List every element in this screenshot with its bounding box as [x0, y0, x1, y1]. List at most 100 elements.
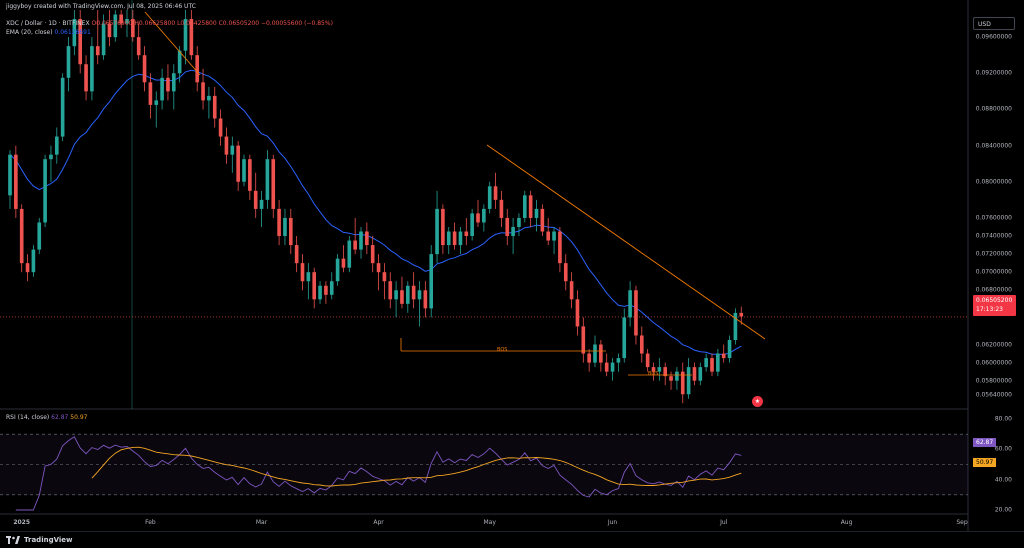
candle	[417, 281, 422, 327]
candle-body	[680, 371, 685, 395]
candle-body	[470, 213, 474, 237]
candle	[675, 367, 679, 390]
candle	[657, 358, 662, 381]
candle	[476, 199, 480, 227]
rsi-tick-label: 60.00	[994, 445, 1012, 453]
candle-body	[739, 312, 744, 317]
candle-body	[142, 55, 147, 83]
price-tick-label: 0.09600000	[975, 33, 1012, 41]
candle	[528, 190, 533, 227]
time-tick-label: Sep	[956, 519, 968, 526]
candle-body	[540, 208, 545, 232]
created-by-text: jiggyboy created with TradingView.com, J…	[6, 3, 196, 10]
candle	[733, 308, 738, 345]
candle-body	[628, 290, 632, 318]
candle-body	[195, 55, 200, 83]
candle	[441, 204, 445, 255]
candle	[558, 226, 562, 273]
candle-body	[177, 50, 182, 74]
candle-body	[154, 100, 159, 105]
candle-body	[563, 263, 568, 282]
candle	[189, 10, 194, 60]
candle-body	[218, 118, 223, 137]
candle-body	[400, 290, 404, 304]
candle	[242, 154, 246, 187]
rsi-tick-label: 40.00	[994, 476, 1012, 484]
candle	[359, 226, 363, 259]
time-tick-label: Mar	[255, 519, 268, 526]
candle	[546, 217, 551, 246]
rsi-line	[15, 436, 742, 511]
candle	[405, 281, 410, 313]
ema-polyline	[9, 69, 742, 356]
candle-body	[616, 358, 621, 363]
candles	[8, 10, 744, 404]
candle	[265, 150, 270, 209]
candle-body	[294, 245, 299, 264]
candle-body	[271, 159, 276, 209]
rsi-legend[interactable]: RSI (14, close) 62.87 50.97	[6, 414, 87, 421]
last-price-value: 0.06505200	[976, 297, 1013, 304]
bos-label-1[interactable]: BOS	[497, 347, 508, 353]
candle	[365, 222, 369, 255]
candle-body	[148, 82, 153, 105]
candle	[224, 127, 229, 164]
rsi-ma-value-tag: 50.97	[973, 458, 997, 467]
time-tick-label: May	[483, 519, 496, 526]
candle-body	[224, 136, 229, 155]
candle	[90, 37, 94, 101]
candle	[49, 145, 53, 182]
candle-body	[610, 362, 615, 372]
candle	[716, 349, 720, 377]
bos-label-2[interactable]: BOS	[648, 371, 659, 377]
candle	[622, 308, 627, 363]
candle-body	[704, 358, 708, 368]
candle	[645, 349, 650, 372]
symbol-line[interactable]: XDC / Dollar · 1D · BITFINEX O0.06576900…	[6, 20, 333, 27]
price-tick-label: 0.06200000	[975, 341, 1012, 349]
price-tick-label: 0.06000000	[975, 359, 1012, 367]
candle	[634, 285, 638, 345]
candle	[482, 204, 486, 232]
time-tick-label: 2025	[13, 519, 31, 526]
ema-legend[interactable]: EMA (20, close) 0.06126691	[6, 29, 91, 36]
candle	[107, 10, 112, 47]
candle-body	[207, 95, 211, 101]
candle-body	[657, 367, 662, 372]
candle-body	[329, 281, 334, 295]
candle-body	[511, 226, 515, 237]
candle-body	[394, 290, 398, 300]
footer-brand[interactable]: TradingView	[24, 536, 73, 544]
candle-body	[253, 190, 258, 209]
tradingview-logo-icon[interactable]	[6, 536, 20, 544]
candle	[329, 272, 334, 300]
candle	[452, 222, 457, 250]
candle	[692, 362, 697, 386]
candle	[66, 37, 71, 92]
candle	[511, 217, 515, 255]
candle-body	[90, 46, 94, 92]
candle	[300, 254, 305, 291]
symbol-name[interactable]: XDC / Dollar · 1D · BITFINEX	[6, 20, 90, 27]
candle	[727, 335, 732, 363]
candle	[610, 358, 615, 381]
last-price-tag: 0.06505200 17:13:23	[973, 295, 1016, 316]
candle	[464, 217, 469, 246]
candle	[376, 254, 381, 291]
candle-body	[265, 159, 270, 200]
candle	[347, 236, 352, 273]
candle-body	[411, 285, 416, 300]
ema-label: EMA (20, close)	[6, 29, 53, 36]
us-flag-icon[interactable]: ★	[752, 396, 763, 407]
candle	[341, 245, 346, 273]
candle-body	[359, 231, 363, 250]
candle-body	[347, 240, 352, 268]
candle	[312, 267, 317, 309]
candle-body	[716, 353, 720, 372]
candle-body	[288, 217, 293, 246]
candle-body	[25, 263, 30, 273]
currency-button[interactable]: USD	[973, 17, 1015, 30]
candle	[201, 68, 205, 110]
candle	[721, 344, 726, 363]
